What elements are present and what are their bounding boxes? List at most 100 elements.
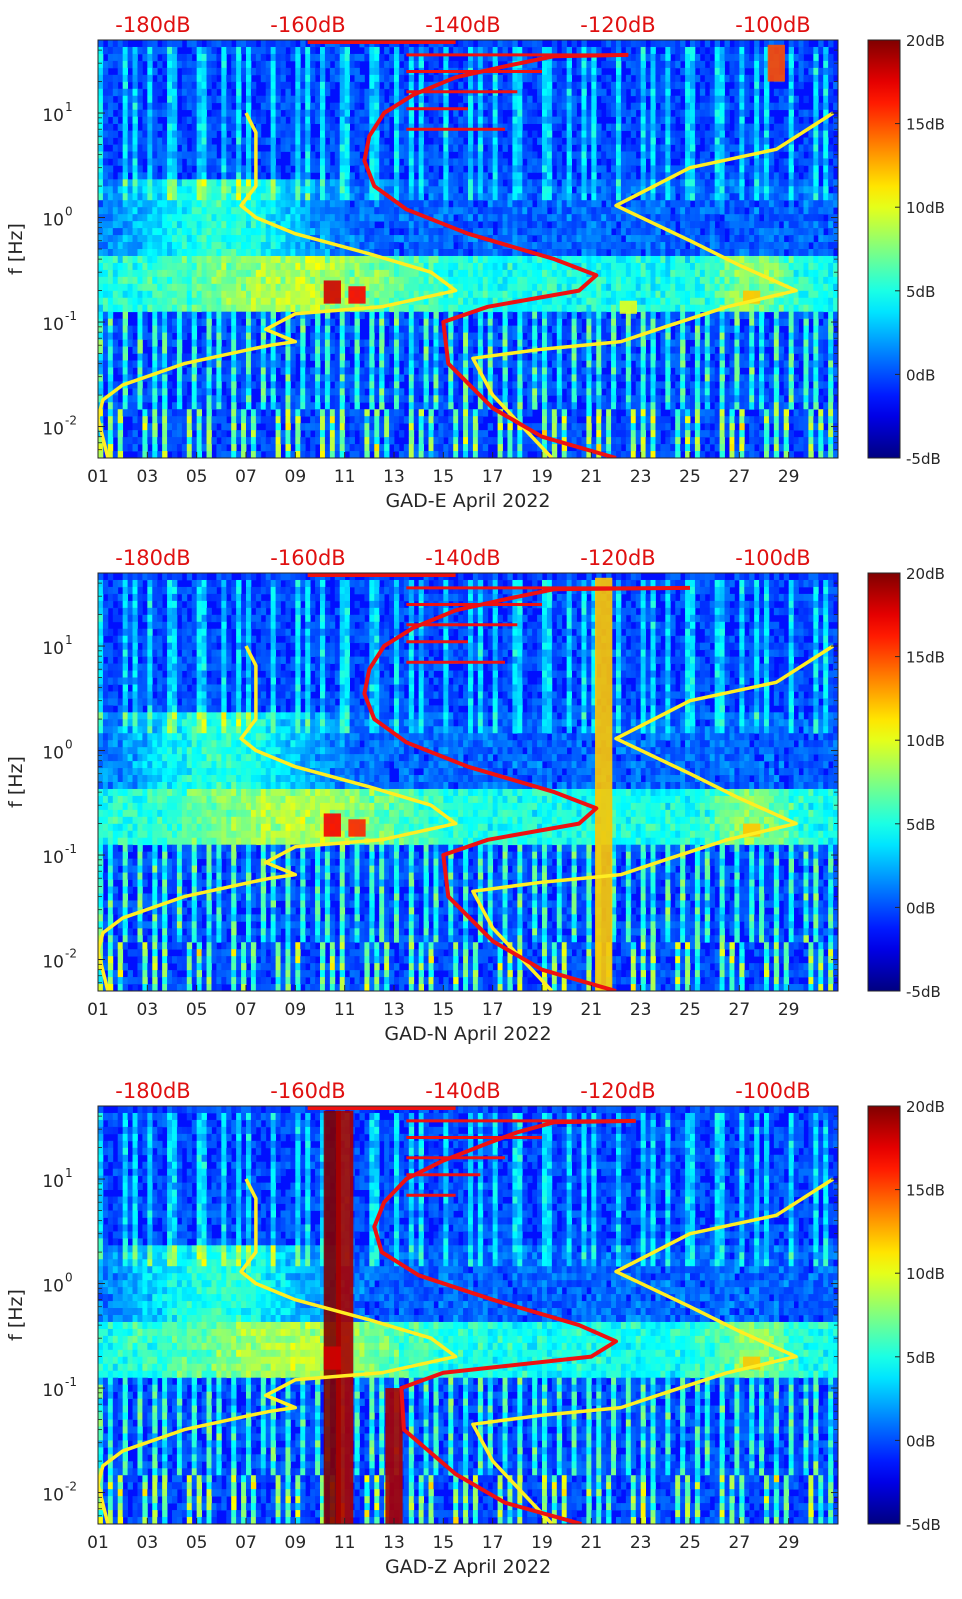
heatmap-cell: [759, 290, 765, 299]
heatmap-cell: [122, 60, 128, 69]
heatmap-cell: [640, 109, 646, 118]
heatmap-cell: [250, 269, 257, 278]
heatmap-cell: [443, 74, 449, 83]
heatmap-cell: [137, 228, 143, 236]
heatmap-cell: [783, 144, 790, 152]
heatmap-cell: [546, 81, 553, 90]
heatmap-cell: [517, 165, 523, 173]
heatmap-cell: [122, 137, 128, 145]
heatmap-cell: [260, 290, 267, 299]
heatmap-cell: [823, 249, 829, 257]
heatmap-cell: [714, 179, 720, 187]
heatmap-cell: [206, 151, 212, 159]
heatmap-cell: [265, 214, 272, 222]
heatmap-cell: [620, 151, 627, 159]
heatmap-cell: [704, 255, 711, 264]
heatmap-cell: [379, 67, 385, 76]
heatmap-cell: [783, 53, 790, 62]
heatmap-cell: [581, 179, 587, 187]
heatmap-cell: [246, 228, 252, 236]
heatmap-cell: [670, 130, 676, 138]
heatmap-cell: [364, 123, 370, 131]
heatmap-cell: [300, 297, 306, 306]
heatmap-cell: [443, 53, 449, 62]
heatmap-cell: [680, 290, 686, 299]
heatmap-cell: [102, 158, 109, 166]
heatmap-cell: [231, 235, 237, 243]
heatmap-cell: [546, 283, 553, 292]
heatmap-cell: [591, 53, 597, 62]
heatmap-cell: [670, 276, 676, 285]
heatmap-cell: [423, 242, 429, 250]
heatmap-cell: [305, 193, 311, 201]
heatmap-cell: [310, 290, 316, 299]
heatmap-cell: [305, 60, 311, 69]
heatmap-cell: [98, 95, 104, 104]
heatmap-cell: [152, 67, 158, 76]
heatmap-cell: [517, 255, 523, 264]
heatmap-cell: [566, 290, 572, 299]
heatmap-cell: [334, 214, 341, 222]
heatmap-cell: [241, 172, 247, 180]
heatmap-cell: [517, 200, 523, 208]
heatmap-cell: [640, 95, 646, 104]
heatmap-cell: [463, 172, 469, 180]
heatmap-cell: [107, 130, 114, 138]
heatmap-cell: [793, 262, 799, 271]
heatmap-cell: [310, 276, 316, 285]
heatmap-cell: [226, 151, 232, 159]
heatmap-cell: [349, 186, 355, 194]
heatmap-cell: [739, 228, 745, 236]
heatmap-cell: [739, 255, 745, 264]
heatmap-cell: [127, 130, 133, 138]
heatmap-cell: [290, 95, 296, 104]
heatmap-cell: [107, 269, 114, 278]
heatmap-cell: [542, 193, 548, 201]
heatmap-cell: [265, 297, 272, 306]
heatmap-cell: [359, 109, 365, 118]
heatmap-cell: [147, 53, 153, 62]
heatmap-cell: [107, 46, 114, 55]
heatmap-cell: [176, 186, 183, 194]
heatmap-cell: [699, 262, 706, 271]
heatmap-cell: [349, 102, 355, 111]
heatmap-cell: [650, 242, 656, 250]
heatmap-cell: [216, 214, 222, 222]
heatmap-cell: [172, 102, 178, 111]
heatmap-cell: [201, 130, 207, 138]
heatmap-cell: [152, 249, 158, 257]
heatmap-cell: [329, 200, 336, 208]
heatmap-cell: [685, 262, 691, 271]
heatmap-cell: [157, 297, 163, 306]
heatmap-cell: [162, 81, 168, 90]
heatmap-cell: [729, 186, 735, 194]
heatmap-cell: [270, 269, 276, 278]
heatmap-cell: [591, 228, 597, 236]
heatmap-cell: [463, 242, 469, 250]
heatmap-cell: [512, 109, 518, 118]
heatmap-cell: [591, 207, 597, 215]
heatmap-cell: [749, 262, 755, 271]
heatmap-cell: [749, 207, 755, 215]
heatmap-cell: [181, 276, 188, 285]
heatmap-cell: [798, 123, 804, 131]
heatmap-cell: [665, 186, 671, 194]
heatmap-cell: [359, 193, 365, 201]
heatmap-cell: [798, 109, 804, 118]
heatmap-cell: [709, 221, 716, 229]
heatmap-cell: [152, 151, 158, 159]
heatmap-cell: [606, 276, 612, 285]
heatmap-cell: [660, 53, 666, 62]
heatmap-cell: [507, 137, 513, 145]
heatmap-cell: [813, 67, 819, 76]
heatmap-cell: [487, 207, 494, 215]
heatmap-cell: [551, 144, 558, 152]
heatmap-cell: [759, 67, 765, 76]
heatmap-cell: [157, 283, 163, 292]
heatmap-cell: [191, 158, 198, 166]
heatmap-cell: [581, 242, 587, 250]
heatmap-cell: [492, 137, 498, 145]
heatmap-cell: [112, 214, 119, 222]
heatmap-cell: [458, 214, 464, 222]
heatmap-cell: [433, 95, 439, 104]
